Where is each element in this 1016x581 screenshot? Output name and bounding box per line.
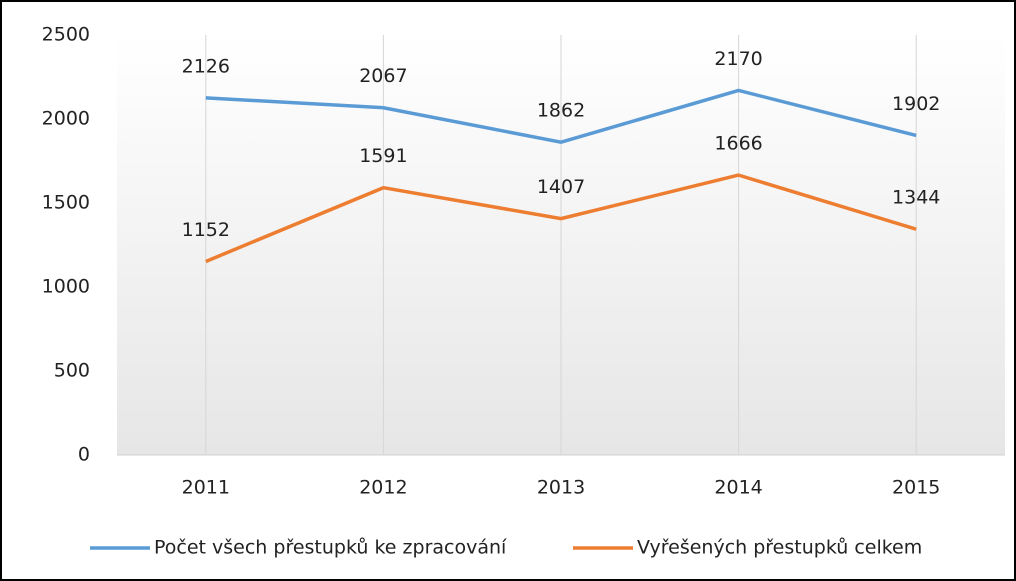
- x-tick-label: 2011: [182, 477, 230, 499]
- x-tick-label: 2015: [892, 477, 940, 499]
- data-label: 1152: [182, 219, 230, 241]
- data-label: 1407: [537, 176, 585, 198]
- series-line: [205, 88, 917, 144]
- data-label: 2170: [714, 48, 762, 70]
- series-line: [205, 173, 917, 264]
- data-label: 1344: [892, 187, 940, 209]
- data-label: 1591: [359, 145, 407, 167]
- data-label: 1902: [892, 93, 940, 115]
- legend-label: Vyřešených přestupků celkem: [637, 537, 922, 559]
- legend-label: Počet všech přestupků ke zpracování: [154, 537, 507, 559]
- y-tick-label: 2500: [42, 24, 90, 46]
- x-tick-label: 2014: [714, 477, 762, 499]
- y-tick-label: 1500: [42, 192, 90, 214]
- data-label: 2126: [182, 55, 230, 77]
- x-tick-label: 2012: [359, 477, 407, 499]
- data-label: 1666: [714, 133, 762, 155]
- data-label: 1862: [537, 100, 585, 122]
- y-tick-label: 0: [78, 444, 90, 466]
- data-label: 2067: [359, 65, 407, 87]
- x-tick-label: 2013: [537, 477, 585, 499]
- y-tick-label: 500: [54, 360, 90, 382]
- y-tick-label: 2000: [42, 108, 90, 130]
- y-tick-label: 1000: [42, 276, 90, 298]
